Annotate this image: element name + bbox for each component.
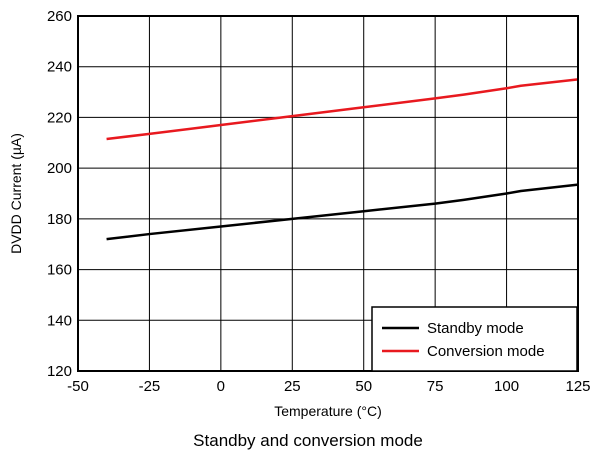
y-tick-label: 200 — [47, 160, 72, 177]
plot-frame — [77, 15, 579, 372]
series-line-conversion — [106, 78, 579, 141]
y-axis-label: DVDD Current (µA) — [8, 133, 24, 254]
legend-label-conversion: Conversion mode — [427, 343, 545, 360]
x-tick-label: 0 — [217, 378, 225, 395]
y-tick-label: 160 — [47, 262, 72, 279]
y-tick-label: 140 — [47, 312, 72, 329]
legend-label-standby: Standby mode — [427, 320, 524, 337]
x-tick-label: 50 — [355, 378, 372, 395]
y-tick-label: 220 — [47, 109, 72, 126]
x-tick-label: 125 — [565, 378, 590, 395]
series-lines — [106, 78, 579, 241]
x-tick-label: 75 — [427, 378, 444, 395]
y-tick-label: 260 — [47, 8, 72, 25]
grid-lines — [77, 15, 579, 372]
legend: Standby mode Conversion mode — [371, 306, 578, 372]
series-line-standby — [106, 183, 579, 241]
legend-box — [371, 306, 578, 372]
tick-labels: -50 -25 0 25 50 75 100 125 120 140 160 180 200 220 240… — [47, 8, 591, 395]
y-tick-label: 120 — [47, 363, 72, 380]
x-tick-label: 25 — [284, 378, 301, 395]
chart-caption: Standby and conversion mode — [193, 431, 423, 450]
x-tick-label: -50 — [67, 378, 89, 395]
x-tick-label: -25 — [139, 378, 161, 395]
y-tick-label: 240 — [47, 59, 72, 76]
x-axis-label: Temperature (°C) — [274, 403, 382, 419]
y-tick-label: 180 — [47, 211, 72, 228]
x-tick-label: 100 — [494, 378, 519, 395]
